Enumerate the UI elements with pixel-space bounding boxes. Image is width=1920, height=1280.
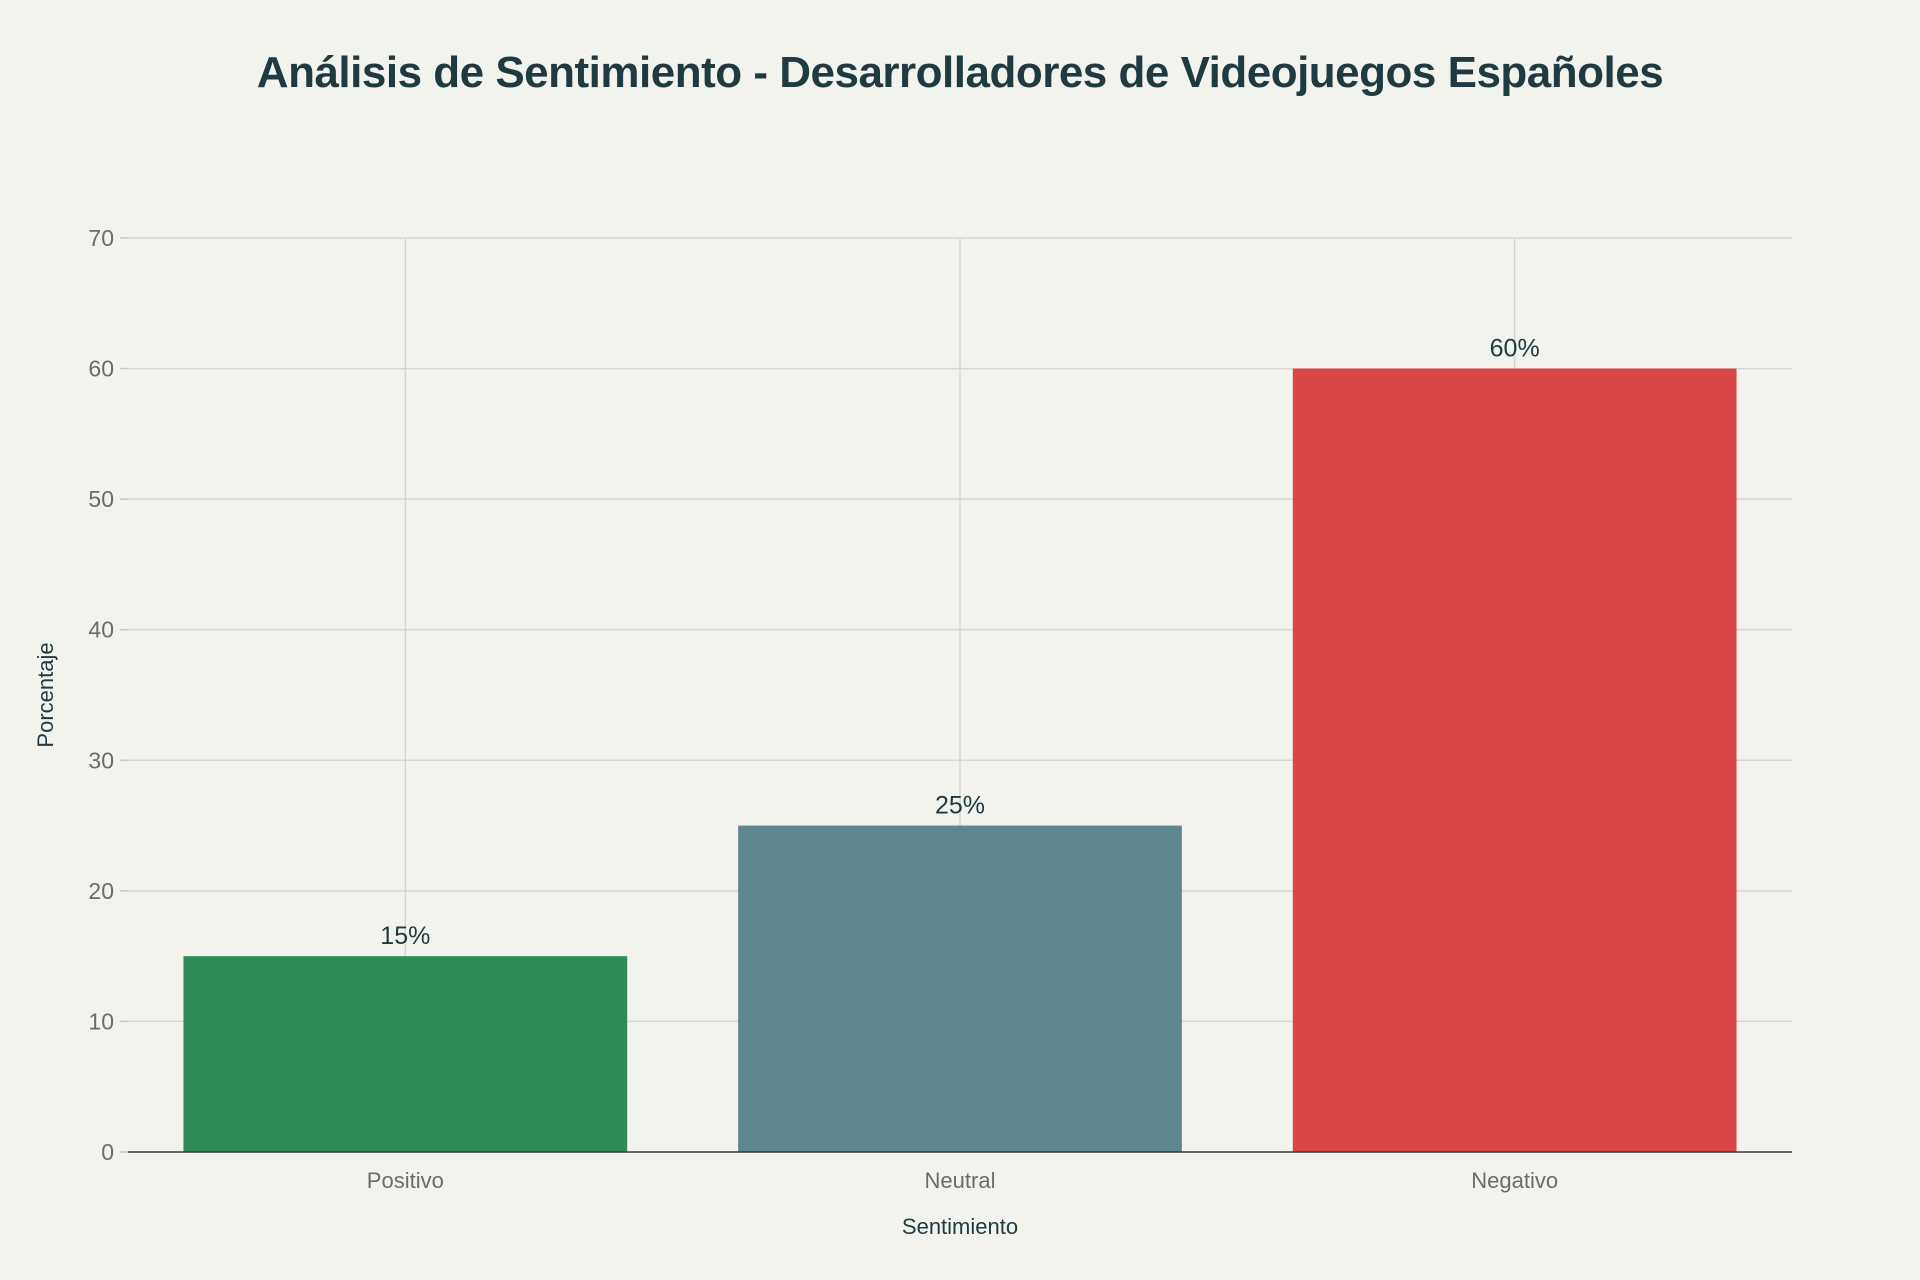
chart-title: Análisis de Sentimiento - Desarrolladore… xyxy=(256,48,1664,97)
x-tick-label: Negativo xyxy=(1471,1168,1558,1193)
x-tick-label: Neutral xyxy=(925,1168,996,1193)
data-label: 25% xyxy=(935,792,985,820)
y-axis-title: Porcentaje xyxy=(33,642,58,747)
bars xyxy=(183,368,1737,1153)
y-tick-label: 40 xyxy=(88,617,114,643)
data-label: 60% xyxy=(1490,335,1540,363)
labels: 0 10 20 30 40 50 60 70 15% Positivo 25% Neutral 60% N… xyxy=(88,225,1558,1193)
bar-neutral xyxy=(738,825,1182,1152)
y-tick-label: 30 xyxy=(88,747,114,773)
data-label: 15% xyxy=(380,922,430,950)
bar-positivo xyxy=(183,956,628,1152)
y-tick-label: 10 xyxy=(88,1008,114,1034)
x-axis-title: Sentimiento xyxy=(902,1214,1018,1239)
y-tick-label: 60 xyxy=(88,356,114,382)
axes xyxy=(120,237,1792,1153)
y-tick-label: 50 xyxy=(88,486,114,512)
y-tick-label: 70 xyxy=(88,225,114,251)
y-tick-label: 20 xyxy=(88,878,114,904)
bar-negativo xyxy=(1292,368,1737,1153)
y-tick-label: 0 xyxy=(101,1139,114,1165)
x-tick-label: Positivo xyxy=(367,1168,444,1193)
